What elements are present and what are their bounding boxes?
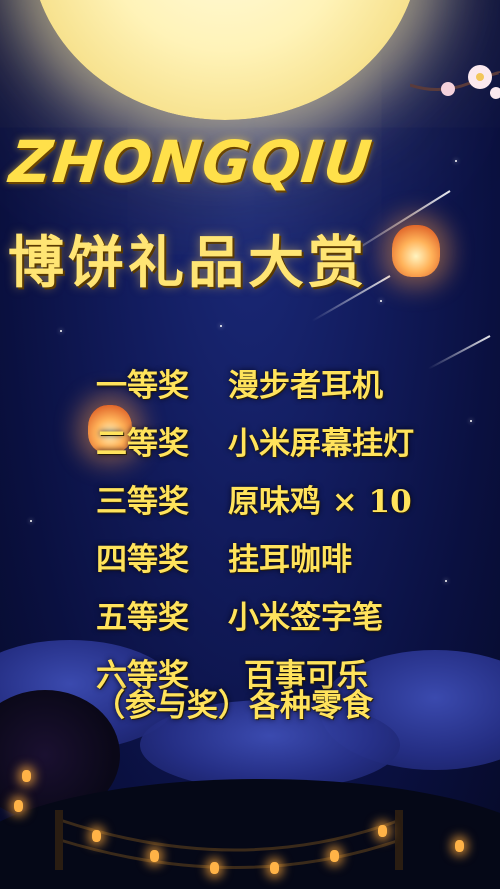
star bbox=[30, 520, 32, 522]
hanging-lantern bbox=[270, 862, 279, 874]
prize-rank: 三等奖 bbox=[96, 484, 189, 520]
prize-rank: 六等奖 bbox=[96, 658, 189, 694]
participation-rank: （参与奖） bbox=[94, 688, 249, 724]
lantern-bridge bbox=[55, 810, 403, 870]
prize-third: 三等奖 原味鸡 × 10 bbox=[96, 476, 496, 534]
hanging-lantern bbox=[14, 800, 23, 812]
hanging-lantern bbox=[210, 862, 219, 874]
prize-first: 一等奖 漫步者耳机 bbox=[96, 360, 496, 418]
star bbox=[220, 325, 222, 327]
title-english: ZHONGQIU bbox=[6, 128, 376, 196]
star bbox=[470, 420, 472, 422]
prize-rank: 一等奖 bbox=[96, 368, 189, 404]
star bbox=[40, 150, 42, 152]
sky-lantern bbox=[88, 405, 132, 453]
participation-item: 各种零食 bbox=[249, 688, 373, 724]
hanging-lantern bbox=[330, 850, 339, 862]
hanging-lantern bbox=[455, 840, 464, 852]
cloud bbox=[140, 700, 400, 790]
hanging-lantern bbox=[150, 850, 159, 862]
star bbox=[60, 330, 62, 332]
prize-item: 挂耳咖啡 bbox=[228, 542, 352, 578]
prize-item: 原味鸡 × 10 bbox=[228, 484, 412, 520]
prize-fourth: 四等奖 挂耳咖啡 bbox=[96, 534, 496, 592]
prize-second: 二等奖 小米屏幕挂灯 bbox=[96, 418, 496, 476]
hanging-lantern bbox=[92, 830, 101, 842]
hanging-lantern bbox=[378, 825, 387, 837]
prize-sixth: 六等奖 百事可乐 bbox=[96, 650, 496, 708]
prize-fifth: 五等奖 小米签字笔 bbox=[96, 592, 496, 650]
hanging-lantern bbox=[22, 770, 31, 782]
sky-lantern bbox=[392, 225, 440, 277]
prize-rank: 五等奖 bbox=[96, 600, 189, 636]
prize-item: 漫步者耳机 bbox=[228, 368, 383, 404]
star bbox=[380, 300, 382, 302]
prize-item: 小米屏幕挂灯 bbox=[228, 426, 414, 462]
star bbox=[455, 160, 457, 162]
prize-item: 小米签字笔 bbox=[228, 600, 383, 636]
prize-item: 百事可乐 bbox=[244, 658, 368, 694]
title-chinese: 博饼礼品大赏 bbox=[8, 230, 368, 296]
prize-rank: 四等奖 bbox=[96, 542, 189, 578]
plum-blossom-branch bbox=[410, 65, 500, 99]
full-moon bbox=[30, 0, 420, 120]
prize-rank: 二等奖 bbox=[96, 426, 189, 462]
hill-silhouette bbox=[0, 779, 500, 889]
star bbox=[445, 580, 447, 582]
prize-list: 一等奖 漫步者耳机 二等奖 小米屏幕挂灯 三等奖 原味鸡 × 10 四等奖 挂耳咖啡 五… bbox=[96, 360, 496, 708]
participation-prize: （参与奖）各种零食 bbox=[94, 680, 373, 725]
